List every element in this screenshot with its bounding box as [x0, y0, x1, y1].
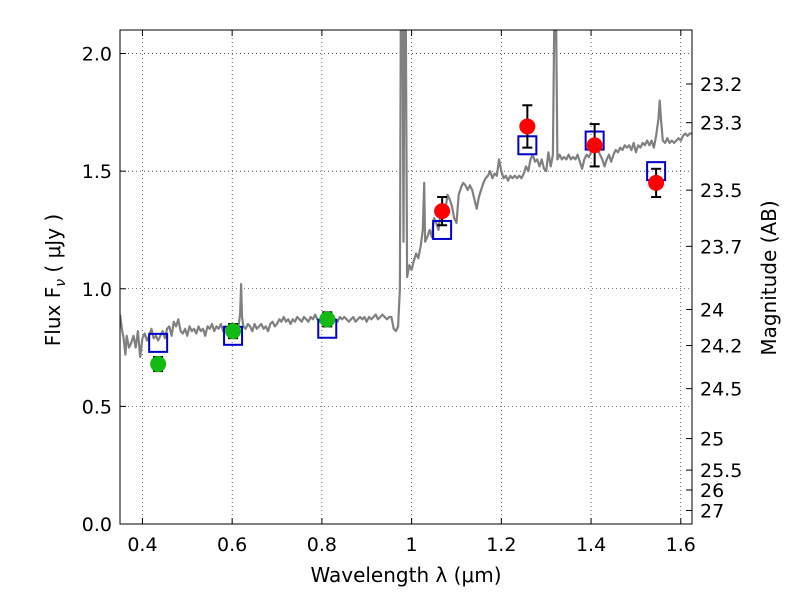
- y-tick-label: 0.5: [82, 396, 112, 418]
- plot-frame: [119, 29, 693, 525]
- x-tick-label: 1.6: [666, 534, 696, 556]
- grid-lines: [120, 30, 692, 524]
- data-point-marker: [150, 356, 167, 373]
- data-point-marker: [319, 311, 336, 328]
- photometry-markers: [148, 104, 667, 373]
- data-point-marker: [225, 323, 242, 340]
- x-axis-label: Wavelength λ (μm): [310, 563, 501, 587]
- y2-tick-label: 27: [700, 500, 724, 522]
- y-axis-label: Flux Fν ( μJy ): [41, 214, 69, 346]
- x-tick-label: 1.4: [576, 534, 606, 556]
- model-square-marker: [148, 332, 169, 353]
- x-tick-label: 0.4: [127, 534, 157, 556]
- y2-axis-label: Magnitude (AB): [757, 200, 781, 355]
- y2-tick-label: 23.3: [700, 113, 742, 135]
- y-axis-ticks: 0.0 0.5 1.0 1.5 2.0: [82, 44, 126, 536]
- y2-tick-label: 23.7: [700, 236, 742, 258]
- y-tick-label: 1.0: [82, 279, 112, 301]
- data-point-marker: [586, 137, 603, 154]
- x-tick-label: 0.6: [217, 534, 247, 556]
- y2-tick-label: 24.5: [700, 379, 742, 401]
- y2-tick-label: 23.5: [700, 180, 742, 202]
- y2-tick-label: 25: [700, 429, 724, 451]
- y2-tick-label: 25.5: [700, 460, 742, 482]
- data-point-marker: [648, 174, 665, 191]
- x-tick-label: 0.8: [307, 534, 337, 556]
- y-axis-label-sub: ν: [53, 279, 69, 287]
- y2-tick-label: 26: [700, 480, 724, 502]
- y-axis-label-main: Flux F: [41, 287, 65, 346]
- x-tick-label: 1.2: [486, 534, 516, 556]
- data-point-marker: [434, 203, 451, 220]
- y2-tick-label: 24: [700, 299, 724, 321]
- x-axis-ticks: 0.4 0.6 0.8 1 1.2 1.4 1.6: [127, 30, 696, 556]
- y-tick-label: 0.0: [82, 514, 112, 536]
- y-axis-label-unit: ( μJy ): [41, 214, 65, 279]
- x-tick-label: 1: [406, 534, 418, 556]
- y-tick-label: 1.5: [82, 161, 112, 183]
- y2-tick-label: 24.2: [700, 336, 742, 358]
- y2-tick-label: 23.2: [700, 74, 742, 96]
- y-tick-label: 2.0: [82, 44, 112, 66]
- data-point-marker: [519, 118, 536, 135]
